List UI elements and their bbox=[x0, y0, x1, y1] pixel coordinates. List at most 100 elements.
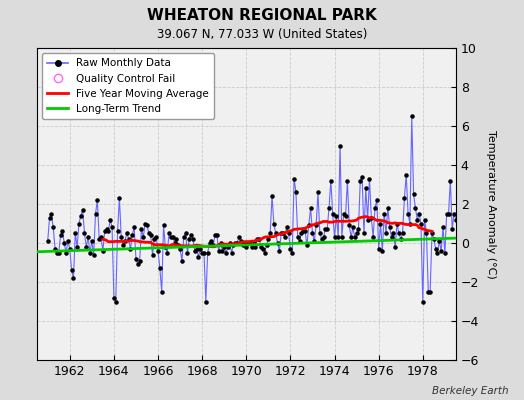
Point bbox=[222, 250, 230, 256]
Point bbox=[301, 228, 309, 234]
Point bbox=[271, 230, 280, 236]
Point bbox=[198, 250, 206, 256]
Point bbox=[104, 228, 113, 234]
Point bbox=[415, 210, 423, 217]
Point bbox=[483, 220, 492, 227]
Point bbox=[68, 267, 76, 274]
Point bbox=[54, 250, 63, 256]
Point bbox=[49, 224, 58, 230]
Point bbox=[360, 230, 368, 236]
Point bbox=[408, 113, 416, 120]
Point bbox=[150, 236, 159, 242]
Point bbox=[411, 205, 420, 211]
Point bbox=[86, 250, 94, 256]
Text: 39.067 N, 77.033 W (United States): 39.067 N, 77.033 W (United States) bbox=[157, 28, 367, 41]
Point bbox=[51, 246, 59, 252]
Text: Berkeley Earth: Berkeley Earth bbox=[432, 386, 508, 396]
Point bbox=[384, 205, 392, 211]
Point bbox=[398, 230, 407, 236]
Point bbox=[121, 238, 129, 244]
Point bbox=[356, 178, 365, 184]
Point bbox=[240, 240, 248, 246]
Point bbox=[479, 246, 488, 252]
Point bbox=[189, 236, 197, 242]
Point bbox=[257, 244, 265, 250]
Point bbox=[73, 244, 81, 250]
Text: WHEATON REGIONAL PARK: WHEATON REGIONAL PARK bbox=[147, 8, 377, 23]
Point bbox=[282, 224, 291, 230]
Point bbox=[446, 178, 454, 184]
Point bbox=[369, 234, 377, 240]
Point bbox=[43, 238, 52, 244]
Point bbox=[79, 207, 87, 213]
Point bbox=[143, 222, 151, 229]
Point bbox=[244, 240, 253, 246]
Point bbox=[207, 238, 215, 244]
Point bbox=[397, 236, 405, 242]
Point bbox=[315, 230, 324, 236]
Point bbox=[259, 246, 267, 252]
Point bbox=[281, 234, 289, 240]
Point bbox=[231, 240, 239, 246]
Point bbox=[99, 248, 107, 254]
Point bbox=[225, 240, 234, 246]
Point bbox=[139, 234, 148, 240]
Point bbox=[310, 238, 319, 244]
Point bbox=[236, 238, 245, 244]
Point bbox=[46, 214, 54, 221]
Point bbox=[233, 240, 241, 246]
Point bbox=[481, 236, 489, 242]
Point bbox=[319, 234, 328, 240]
Point bbox=[132, 255, 140, 262]
Point bbox=[238, 242, 247, 248]
Point bbox=[351, 234, 359, 240]
Point bbox=[404, 210, 412, 217]
Point bbox=[135, 257, 144, 264]
Point bbox=[345, 222, 353, 229]
Point bbox=[365, 176, 374, 182]
Point bbox=[292, 189, 300, 196]
Point bbox=[393, 220, 401, 227]
Point bbox=[474, 236, 482, 242]
Point bbox=[376, 220, 385, 227]
Point bbox=[194, 254, 203, 260]
Point bbox=[112, 298, 120, 305]
Point bbox=[472, 250, 481, 256]
Point bbox=[211, 232, 219, 238]
Point bbox=[266, 230, 275, 236]
Point bbox=[242, 244, 250, 250]
Point bbox=[192, 246, 201, 252]
Point bbox=[387, 234, 396, 240]
Point bbox=[457, 238, 466, 244]
Point bbox=[391, 244, 399, 250]
Point bbox=[264, 236, 272, 242]
Point bbox=[275, 248, 283, 254]
Point bbox=[205, 240, 214, 246]
Point bbox=[426, 288, 434, 295]
Point bbox=[161, 244, 170, 250]
Point bbox=[297, 230, 305, 236]
Point bbox=[169, 234, 177, 240]
Point bbox=[435, 238, 443, 244]
Point bbox=[343, 178, 352, 184]
Point bbox=[77, 212, 85, 219]
Point bbox=[380, 210, 388, 217]
Point bbox=[323, 226, 331, 232]
Point bbox=[364, 216, 372, 223]
Point bbox=[307, 205, 315, 211]
Point bbox=[314, 189, 322, 196]
Point bbox=[97, 234, 105, 240]
Point bbox=[441, 250, 449, 256]
Point bbox=[386, 224, 394, 230]
Point bbox=[159, 222, 168, 229]
Point bbox=[167, 234, 175, 240]
Point bbox=[187, 232, 195, 238]
Point bbox=[253, 236, 261, 242]
Point bbox=[220, 244, 228, 250]
Point bbox=[312, 222, 320, 229]
Point bbox=[268, 193, 276, 199]
Point bbox=[454, 224, 462, 230]
Point bbox=[203, 250, 212, 256]
Point bbox=[270, 220, 278, 227]
Point bbox=[465, 210, 473, 217]
